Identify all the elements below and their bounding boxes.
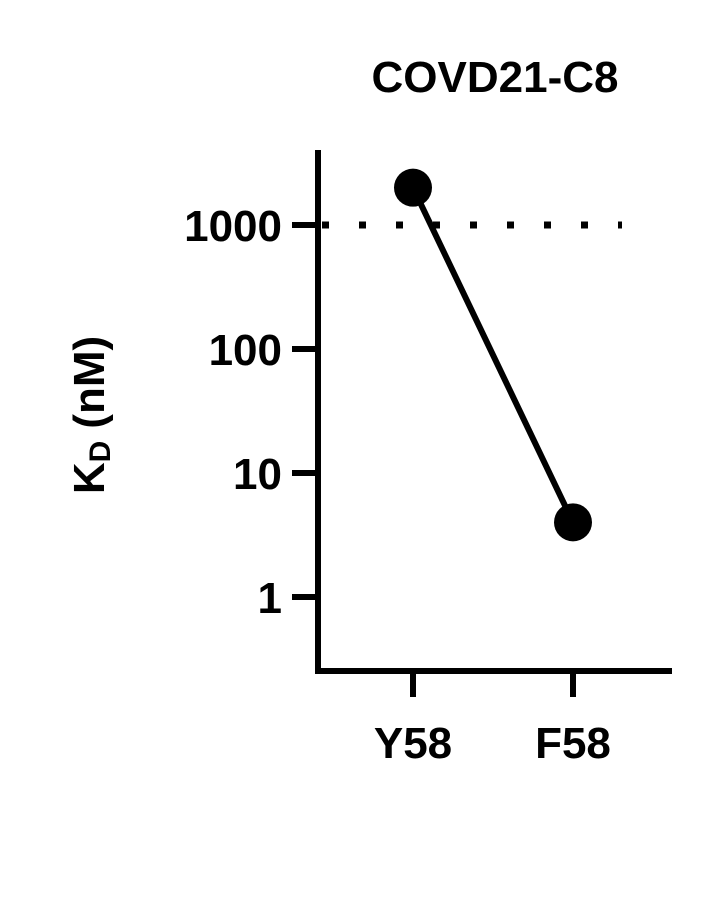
y-axis-label: KD (nM): [65, 336, 117, 494]
x-ticks: Y58 F58: [374, 671, 611, 768]
y-tick-label: 1000: [184, 202, 282, 251]
data-point: [394, 168, 432, 207]
y-axis-label-subscript: D: [84, 441, 117, 463]
series-line: [410, 186, 576, 524]
data-point: [554, 503, 592, 542]
y-axis-label-unit: (nM): [65, 336, 114, 429]
y-tick-label: 1: [258, 574, 282, 623]
y-ticks: 1 10 100 1000: [184, 202, 318, 623]
svg-text:KD(nM): KD (nM): [65, 336, 117, 494]
y-tick-label: 100: [209, 326, 282, 375]
series-group: [394, 168, 592, 542]
x-tick-label: F58: [535, 719, 611, 768]
y-tick-label: 10: [233, 450, 282, 499]
chart-title: COVD21-C8: [372, 53, 619, 102]
x-tick-label: Y58: [374, 719, 452, 768]
y-axis-label-main: K: [65, 462, 114, 494]
